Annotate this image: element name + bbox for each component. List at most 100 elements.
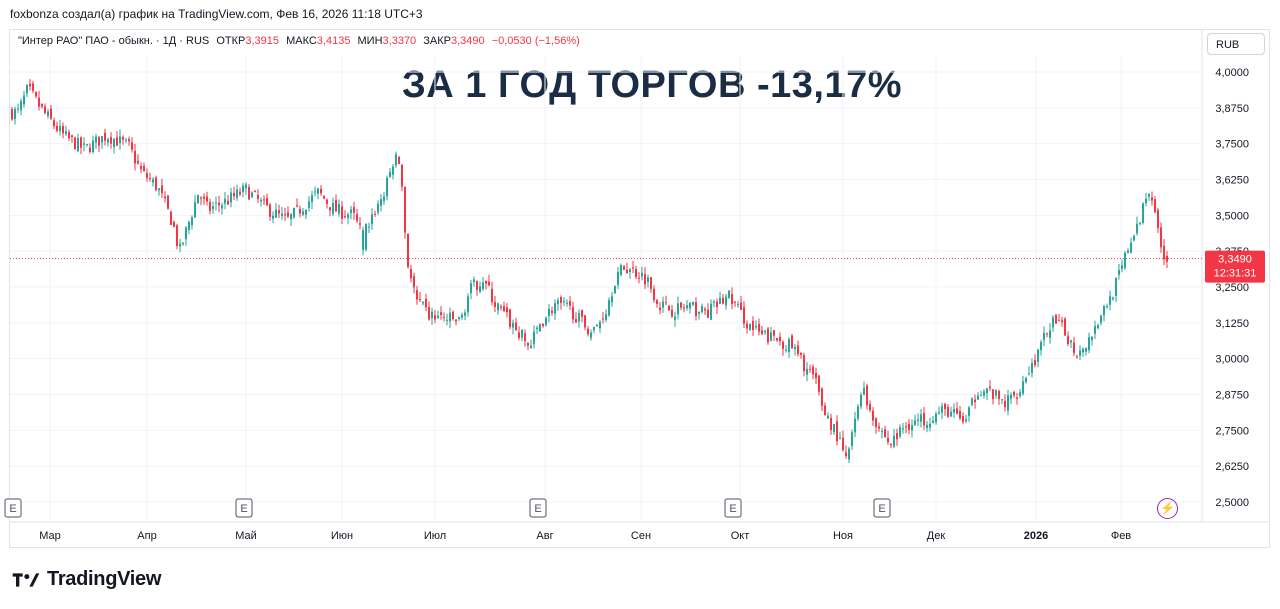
change-value: −0,0530 (−1,56%) <box>491 35 580 47</box>
candle-body <box>605 314 607 321</box>
candle-body <box>455 319 457 322</box>
candle-body <box>1166 255 1168 262</box>
candle-body <box>233 192 235 197</box>
candle-body <box>332 203 334 214</box>
candle-body <box>440 312 442 315</box>
candle-body <box>890 443 892 446</box>
x-tick-label: Ноя <box>833 530 853 542</box>
candle-body <box>1049 330 1051 338</box>
x-tick-label: Окт <box>731 530 750 542</box>
candle-body <box>446 319 448 321</box>
candle-body <box>161 185 163 194</box>
candle-body <box>632 267 634 269</box>
y-tick-label: 3,0000 <box>1215 354 1249 366</box>
earnings-marker[interactable] <box>873 498 891 518</box>
candle-body <box>551 310 553 313</box>
candle-body <box>833 424 835 433</box>
candle-body <box>215 202 217 204</box>
candle-body <box>278 210 280 214</box>
candle-body <box>71 135 73 137</box>
candle-body <box>218 202 220 206</box>
candle-body <box>698 311 700 314</box>
last-price-tag <box>1205 250 1265 283</box>
candle-body <box>584 315 586 328</box>
candle-body <box>1043 332 1045 340</box>
candle-body <box>542 323 544 327</box>
candle-body <box>1121 265 1123 269</box>
candle-body <box>671 309 673 317</box>
candle-body <box>284 214 286 216</box>
candle-body <box>902 428 904 430</box>
earnings-marker[interactable] <box>235 498 253 518</box>
earnings-marker[interactable] <box>529 498 547 518</box>
candle-body <box>935 413 937 423</box>
lightning-icon[interactable]: ⚡ <box>1157 498 1178 519</box>
candle-body <box>1019 392 1021 397</box>
candle-body <box>50 108 52 119</box>
earnings-marker[interactable] <box>724 498 742 518</box>
candle-body <box>893 435 895 447</box>
candle-body <box>806 369 808 375</box>
candle-body <box>194 202 196 218</box>
candle-body <box>944 403 946 410</box>
candle-body <box>590 332 592 338</box>
candle-body <box>752 320 754 330</box>
candle-body <box>47 111 49 117</box>
candle-body <box>569 301 571 306</box>
candle-body <box>413 276 415 288</box>
candle-body <box>458 317 460 319</box>
candle-body <box>581 310 583 317</box>
candle-body <box>710 303 712 320</box>
candle-body <box>479 286 481 292</box>
candle-body <box>548 309 550 317</box>
candle-body <box>884 429 886 438</box>
candle-body <box>1151 197 1153 201</box>
candle-body <box>488 281 490 286</box>
candle-body <box>899 427 901 437</box>
candle-body <box>212 206 214 210</box>
candle-body <box>512 322 514 328</box>
candle-body <box>593 327 595 331</box>
candle-body <box>686 305 688 309</box>
candle-body <box>908 423 910 430</box>
candle-body <box>452 311 454 320</box>
earnings-marker[interactable] <box>4 498 22 518</box>
candle-body <box>887 437 889 442</box>
candle-body <box>494 301 496 307</box>
candle-body <box>839 437 841 439</box>
candle-body <box>1160 227 1162 248</box>
y-tick-label: 3,2500 <box>1215 282 1249 294</box>
candle-body <box>617 271 619 285</box>
candle-body <box>41 103 43 107</box>
candle-body <box>707 309 709 318</box>
candle-body <box>755 325 757 328</box>
candle-body <box>347 214 349 218</box>
tradingview-logo[interactable]: TradingView <box>11 568 161 591</box>
candle-body <box>386 177 388 197</box>
candle-body <box>911 425 913 431</box>
candle-body <box>302 211 304 215</box>
candle-body <box>503 306 505 311</box>
currency-selector[interactable]: RUB <box>1207 33 1265 55</box>
candle-body <box>143 166 145 171</box>
candle-body <box>308 201 310 208</box>
candle-body <box>167 195 169 209</box>
candle-body <box>68 132 70 139</box>
candle-body <box>554 303 556 314</box>
candle-body <box>362 230 364 250</box>
candle-body <box>1055 315 1057 324</box>
candle-body <box>575 319 577 323</box>
candle-body <box>365 223 367 250</box>
candle-body <box>644 274 646 285</box>
candle-body <box>35 92 37 97</box>
candle-body <box>1007 395 1009 411</box>
candle-body <box>149 178 151 180</box>
candle-body <box>932 420 934 424</box>
candle-body <box>926 424 928 428</box>
candle-body <box>962 416 964 423</box>
candle-body <box>509 309 511 327</box>
candle-body <box>578 313 580 322</box>
candle-body <box>14 108 16 120</box>
candle-body <box>326 199 328 204</box>
